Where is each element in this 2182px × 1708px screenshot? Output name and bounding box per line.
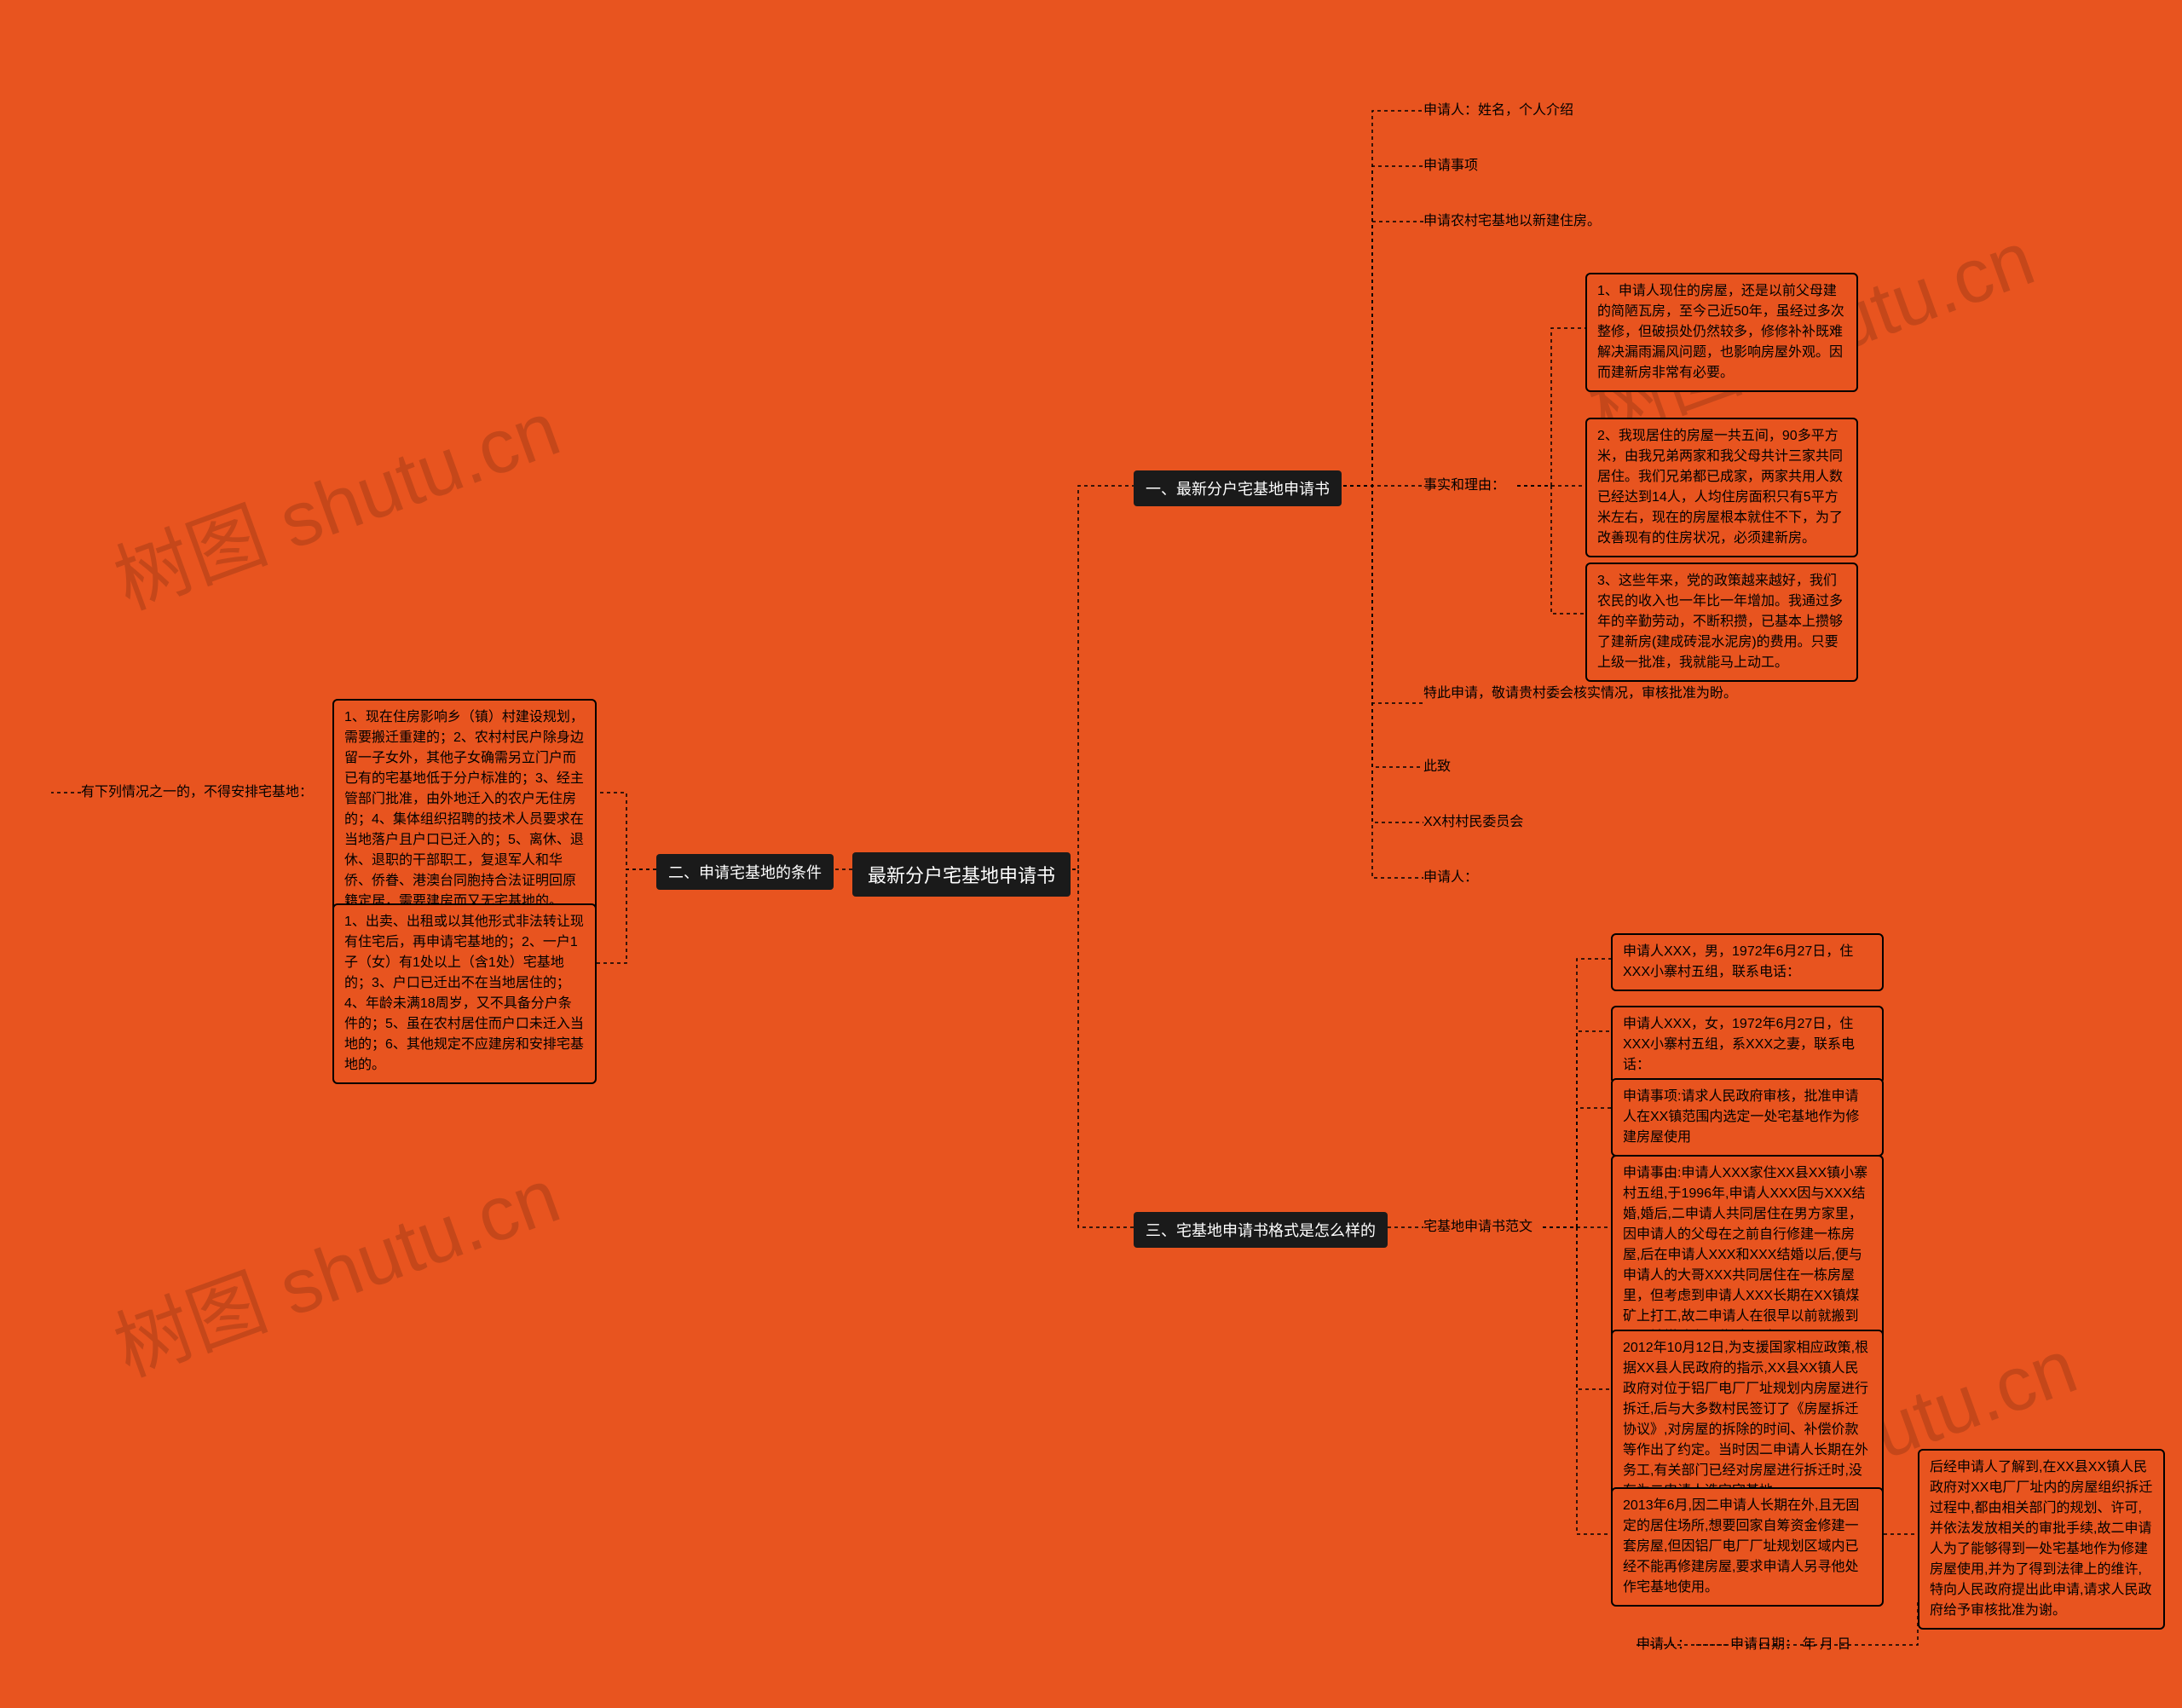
b1-item: 申请事项 [1423, 156, 1478, 176]
b3-tail-1: 申请人： [1636, 1635, 1691, 1655]
b1-fact-box: 1、申请人现住的房屋，还是以前父母建的简陋瓦房，至今己近50年，虽经过多次整修，… [1585, 273, 1858, 392]
b1-fact-box: 3、这些年来，党的政策越来越好，我们农民的收入也一年比一年增加。我通过多年的辛勤… [1585, 563, 1858, 682]
b1-item: XX村村民委员会 [1423, 812, 1523, 833]
b1-item: 申请人：姓名，个人介绍 [1423, 101, 1573, 121]
b3-item-box: 2013年6月,因二申请人长期在外,且无固定的居住场所,想要回家自筹资金修建一套… [1611, 1487, 1884, 1607]
b1-item: 特此申请，敬请贵村委会核实情况，审核批准为盼。 [1423, 684, 1739, 704]
b2-node-1: 1、现在住房影响乡（镇）村建设规划，需要搬迁重建的；2、农村村民户除身边留一子女… [332, 699, 597, 920]
b3-item-box: 申请人XXX，男，1972年6月27日，住XXX小寨村五组，联系电话： [1611, 933, 1884, 991]
branch-2: 二、申请宅基地的条件 [656, 854, 834, 890]
b3-item-box: 2012年10月12日,为支援国家相应政策,根据XX县人民政府的指示,XX县XX… [1611, 1330, 1884, 1510]
b3-sub-label: 宅基地申请书范文 [1423, 1217, 1533, 1238]
b3-item-box: 申请事由:申请人XXX家住XX县XX镇小寨村五组,于1996年,申请人XXX因与… [1611, 1155, 1884, 1356]
b1-fact-box: 2、我现居住的房屋一共五间，90多平方米，由我兄弟两家和我父母共计三家共同居住。… [1585, 418, 1858, 557]
b2-node-2: 1、出卖、出租或以其他形式非法转让现有住宅后，再申请宅基地的；2、一户1子（女）… [332, 903, 597, 1084]
b2-sub-label: 有下列情况之一的，不得安排宅基地： [81, 782, 313, 803]
b3-last-box: 后经申请人了解到,在XX县XX镇人民政府对XX电厂厂址内的房屋组织拆迁过程中,都… [1918, 1449, 2165, 1630]
b3-item-box: 申请事项:请求人民政府审核，批准申请人在XX镇范围内选定一处宅基地作为修建房屋使… [1611, 1078, 1884, 1157]
branch-3: 三、宅基地申请书格式是怎么样的 [1134, 1212, 1388, 1248]
b3-item-box: 申请人XXX，女，1972年6月27日，住XXX小寨村五组，系XXX之妻，联系电… [1611, 1006, 1884, 1084]
b1-item: 申请人： [1423, 868, 1478, 888]
branch-1: 一、最新分户宅基地申请书 [1134, 470, 1342, 506]
b1-facts-label: 事实和理由： [1423, 476, 1505, 496]
root-node: 最新分户宅基地申请书 [852, 852, 1071, 897]
b1-item: 此致 [1423, 757, 1451, 777]
b1-item: 申请农村宅基地以新建住房。 [1423, 211, 1601, 232]
b3-tail-2: 申请日期： 年 月 日 [1730, 1635, 1850, 1655]
